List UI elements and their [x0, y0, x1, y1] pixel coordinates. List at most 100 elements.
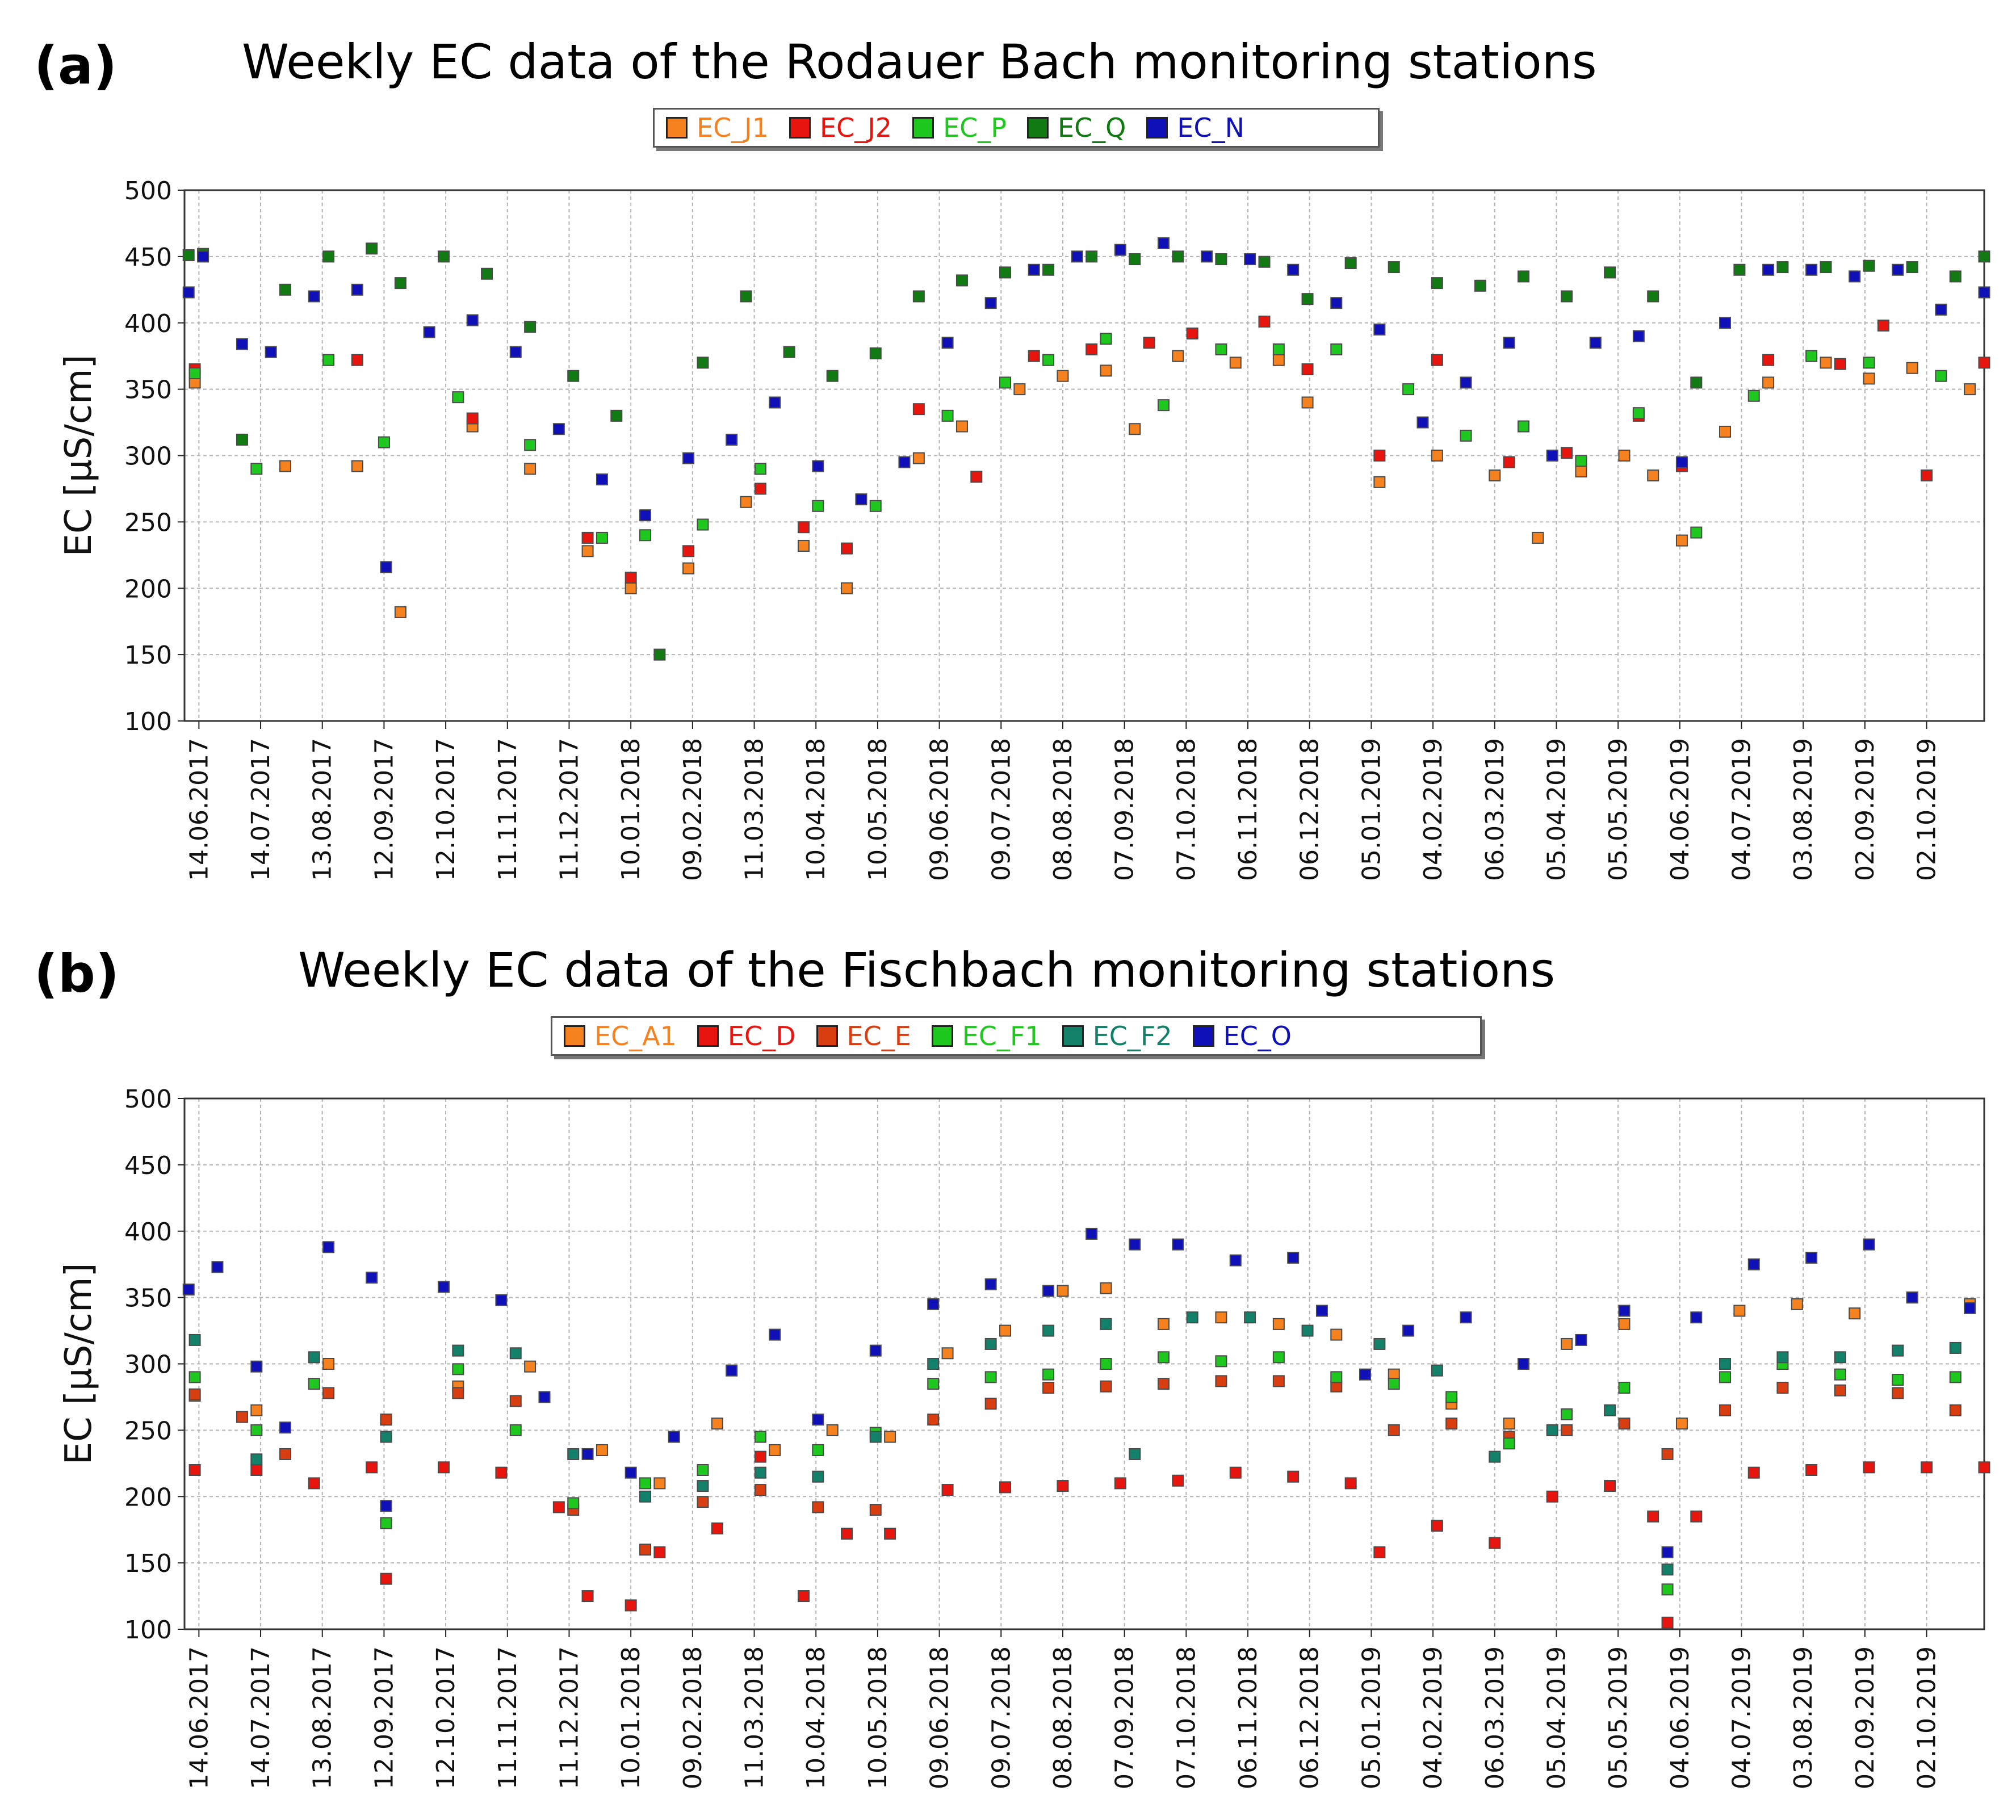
series-ec-j1 [188, 350, 1976, 618]
axis-frame [183, 189, 1985, 722]
data-point [1949, 270, 1961, 283]
data-point [711, 1522, 723, 1534]
plot-area: 100 150 200 250 300 350 400 450 500 14.06.2017 14.… [58, 177, 1990, 881]
legend-item: EC_N [1146, 112, 1244, 143]
data-point [812, 1414, 824, 1426]
data-point [1561, 290, 1573, 303]
legend-label: EC_N [1177, 112, 1244, 143]
x-tick-label: 07.10.2018 [1172, 1646, 1201, 1789]
data-point [769, 396, 781, 409]
x-tick-label: 07.09.2018 [1110, 1646, 1139, 1789]
data-point [308, 1351, 320, 1364]
data-point [1762, 376, 1775, 389]
data-point [1028, 350, 1040, 362]
data-point [1906, 261, 1918, 274]
data-point [1964, 1302, 1976, 1314]
data-point [812, 460, 824, 472]
data-point [1416, 416, 1429, 429]
data-point [1057, 1480, 1069, 1492]
data-point [509, 1424, 522, 1436]
data-point [250, 463, 263, 475]
data-point [279, 1421, 292, 1434]
data-point [452, 1344, 464, 1357]
data-point [524, 1360, 537, 1373]
data-point [610, 409, 623, 422]
axis-frame [183, 1097, 1985, 1630]
data-point [1172, 1238, 1184, 1251]
x-tick-label: 09.02.2018 [678, 738, 707, 881]
data-point [250, 1424, 263, 1436]
data-point [1517, 270, 1529, 283]
data-point [1157, 237, 1170, 249]
data-point [466, 314, 479, 326]
data-point [1330, 343, 1343, 355]
data-point [625, 582, 637, 594]
series-ec-f1 [188, 1351, 1961, 1596]
legend-item: EC_Q [1027, 112, 1126, 143]
series-ec-j2 [188, 315, 1990, 584]
data-point [1877, 319, 1889, 332]
x-tick-label: 11.03.2018 [740, 738, 769, 881]
data-point [1863, 1461, 1875, 1474]
data-point [1575, 466, 1587, 478]
data-point [524, 463, 537, 475]
data-point [1690, 376, 1703, 389]
data-point [1892, 1374, 1904, 1386]
data-point [984, 1398, 997, 1410]
data-point [380, 1431, 392, 1443]
legend-item: EC_F2 [1062, 1021, 1172, 1051]
data-point [1906, 362, 1918, 374]
x-tick-label: 05.04.2019 [1542, 1646, 1571, 1789]
legend-label: EC_J1 [697, 112, 769, 143]
data-point [1719, 425, 1732, 438]
x-tick-label: 14.07.2017 [246, 1646, 275, 1789]
x-tick-label: 04.06.2019 [1666, 1646, 1695, 1789]
data-point [1042, 1285, 1055, 1297]
data-point [682, 545, 695, 557]
x-tick-label: 06.11.2018 [1234, 1646, 1263, 1789]
data-point [797, 1590, 810, 1603]
data-point [812, 1444, 824, 1456]
x-tick-label: 12.10.2017 [431, 738, 460, 881]
legend-label: EC_F2 [1092, 1021, 1172, 1051]
data-point [1129, 423, 1141, 435]
data-point [1114, 244, 1126, 256]
x-tick-label: 02.10.2019 [1913, 738, 1942, 881]
x-tick-label: 02.09.2019 [1851, 1646, 1880, 1789]
x-tick-label: 09.07.2018 [987, 1646, 1016, 1789]
data-point [1157, 1378, 1170, 1390]
data-point [941, 409, 954, 422]
data-point [250, 1360, 263, 1373]
data-point [366, 1461, 378, 1474]
x-tick-label: 10.05.2018 [864, 738, 892, 881]
data-point [567, 1497, 580, 1509]
x-tick-label: 03.08.2019 [1789, 1646, 1818, 1789]
data-point [1604, 1404, 1616, 1416]
data-point [754, 1431, 766, 1443]
chart-panel-b: (b) Weekly EC data of the Fischbach moni… [0, 908, 2016, 1820]
data-point [1503, 337, 1515, 349]
data-point [1834, 1368, 1846, 1381]
data-point [1719, 1404, 1732, 1416]
data-point [1272, 343, 1285, 355]
y-tick-label: 500 [124, 177, 172, 206]
data-point [682, 452, 695, 464]
data-point [1272, 354, 1285, 366]
data-point [567, 370, 580, 382]
data-point [1301, 396, 1314, 409]
x-tick-label: 06.03.2019 [1481, 1646, 1510, 1789]
data-point [1100, 1358, 1112, 1370]
data-point [1172, 350, 1184, 362]
x-tick-label: 02.10.2019 [1913, 1646, 1942, 1789]
x-tick-label: 14.06.2017 [185, 1646, 213, 1789]
data-point [1675, 534, 1688, 547]
y-axis-title: EC [µS/cm] [58, 1263, 100, 1465]
x-tick-label: 05.04.2019 [1542, 738, 1571, 881]
data-point [552, 1501, 565, 1513]
data-point [1071, 250, 1083, 263]
data-point [1186, 1311, 1198, 1324]
data-point [1287, 1252, 1300, 1264]
x-tick-label: 11.11.2017 [493, 738, 522, 881]
data-point [437, 250, 450, 263]
data-point [581, 1590, 594, 1603]
